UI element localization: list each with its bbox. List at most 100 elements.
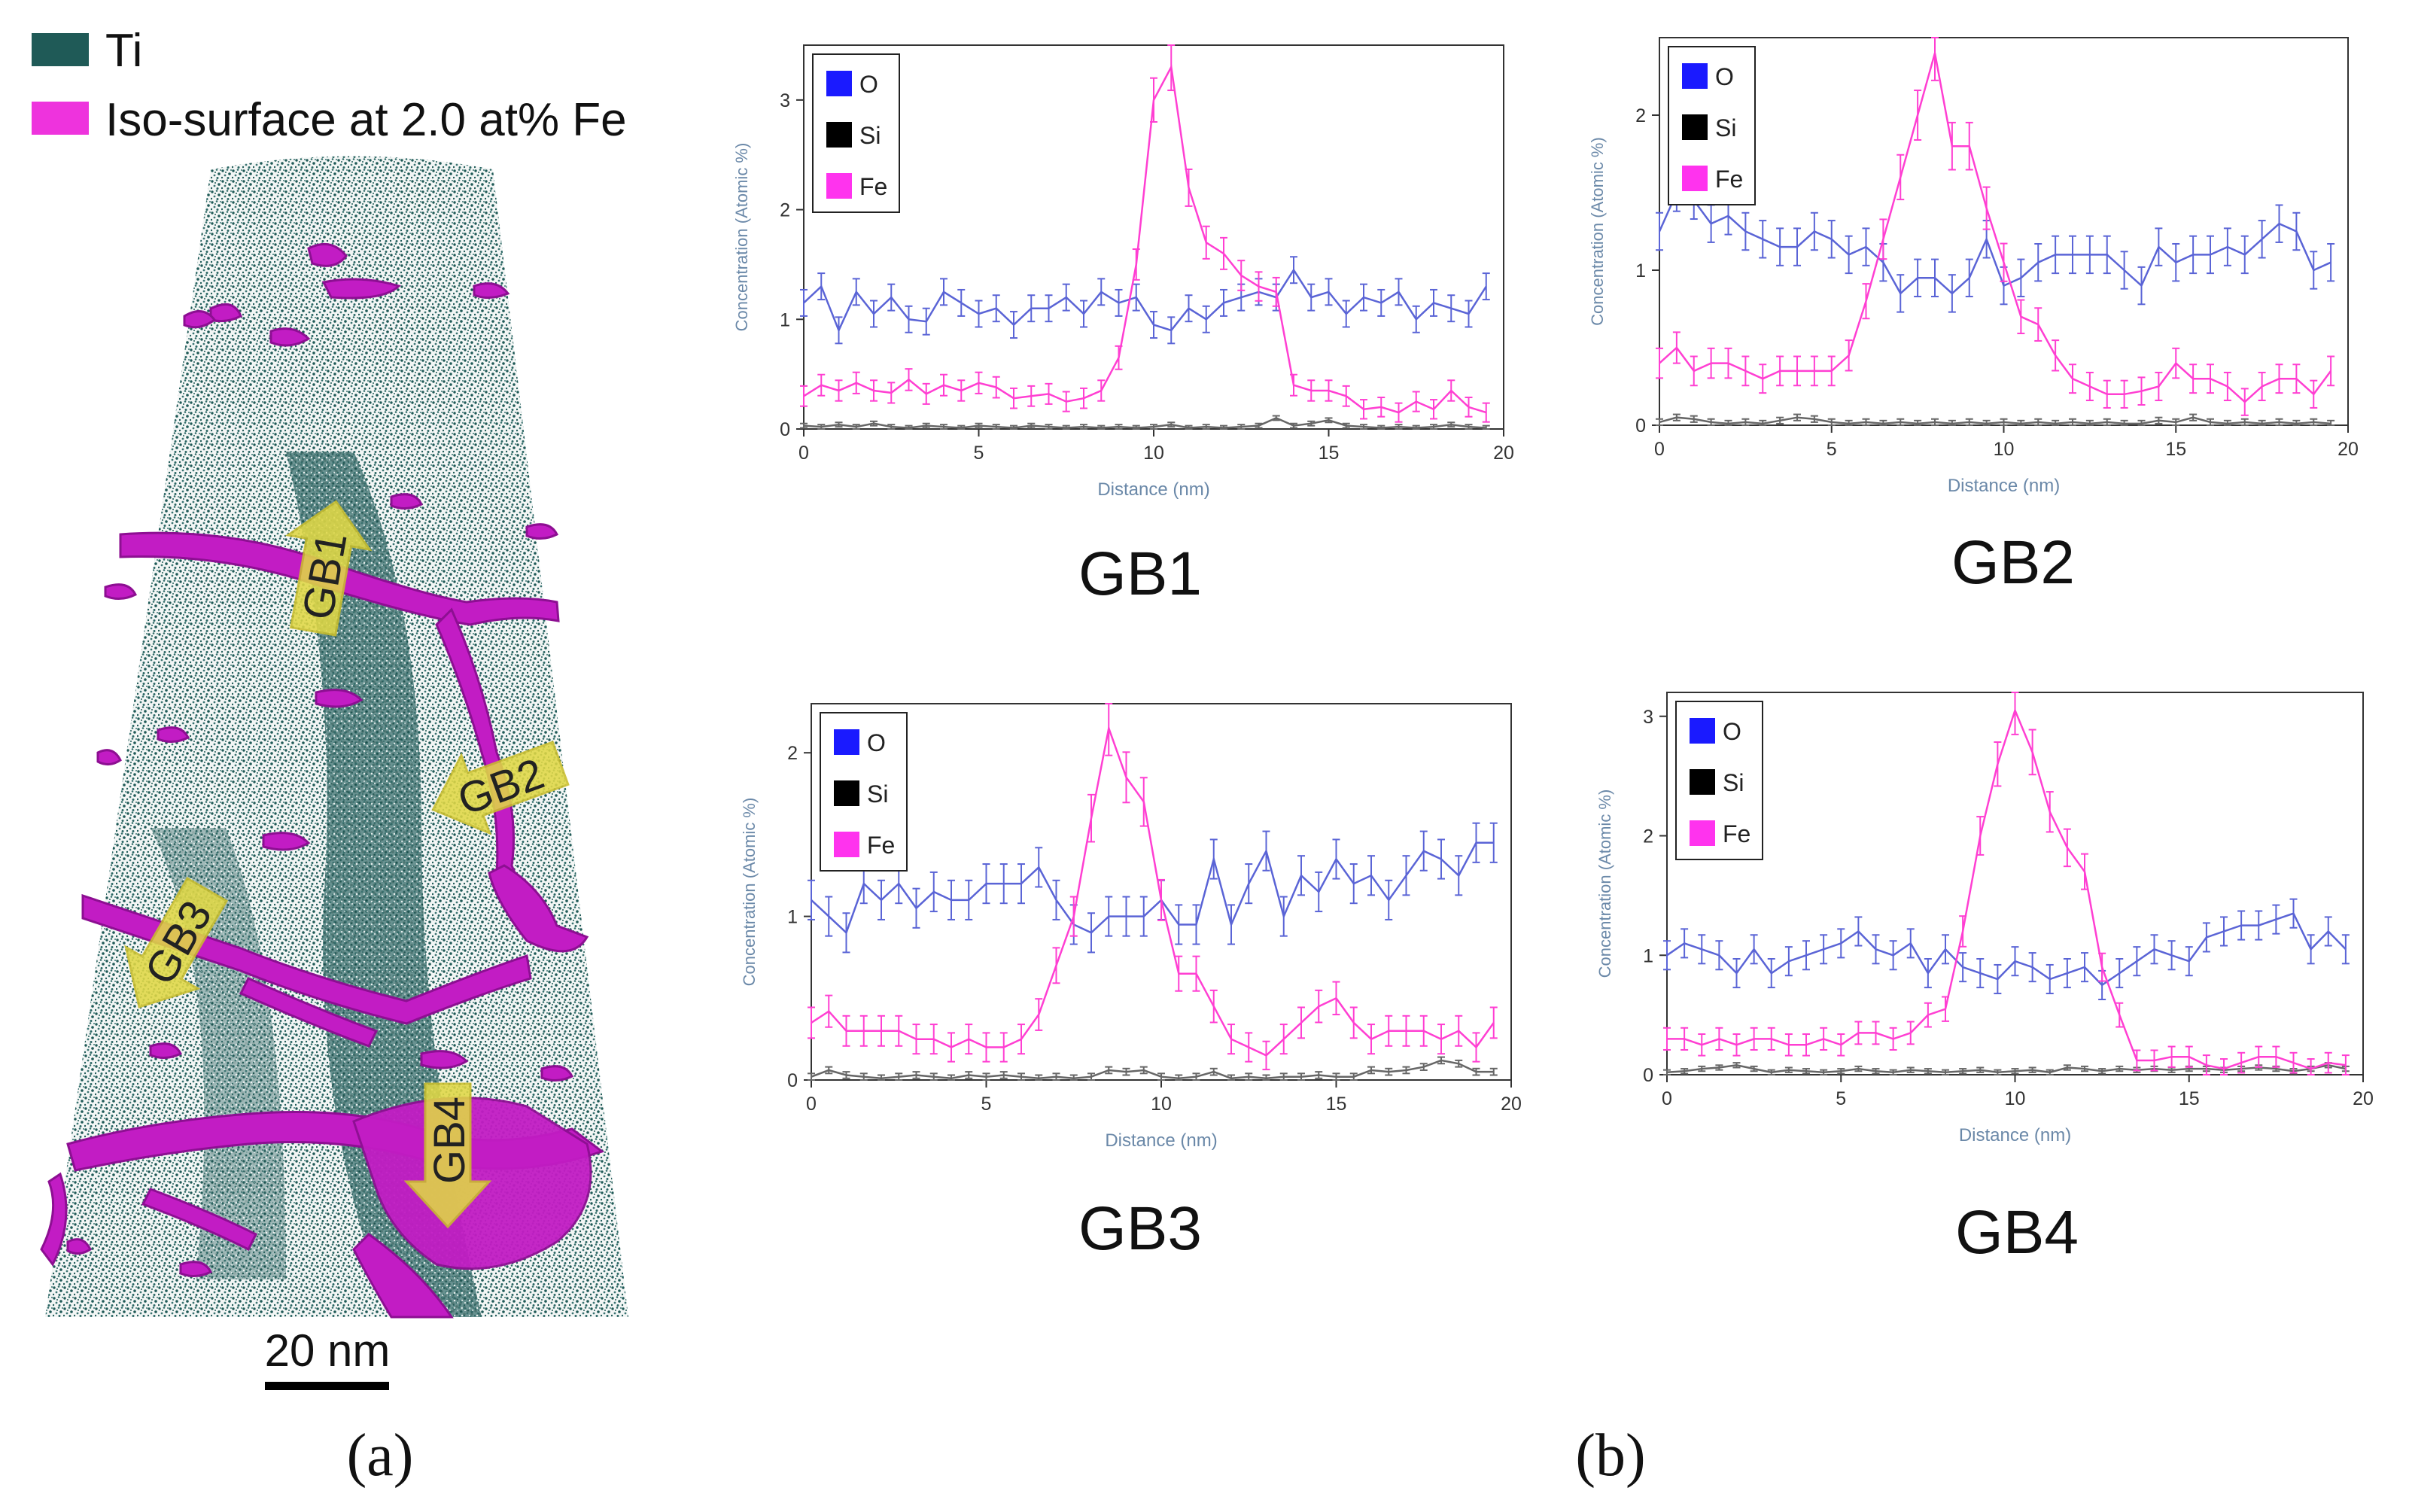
error-bar-o [1342, 300, 1350, 328]
error-bar-o [1948, 274, 1956, 313]
error-bar-o [1482, 272, 1490, 301]
error-bar-si [1707, 418, 1715, 426]
error-bar-si [1896, 418, 1905, 426]
error-bar-si [895, 1072, 903, 1081]
error-bar-si [1982, 419, 1991, 426]
error-bar-fe [1209, 989, 1218, 1024]
y-axis-label: Concentration (Atomic %) [732, 143, 751, 332]
error-bar-fe [1482, 402, 1490, 423]
error-bar-o [2292, 211, 2301, 251]
error-bar-fe [1262, 1040, 1270, 1071]
error-bar-si [1776, 416, 1784, 424]
error-bar-si [1192, 1072, 1200, 1081]
error-bar-si [1202, 424, 1210, 430]
error-bar-si [1167, 421, 1176, 428]
error-bar-o [2063, 958, 2071, 989]
chart-title: GB3 [1078, 1194, 1202, 1263]
ti-dense-region-2 [151, 828, 286, 1279]
error-bar-fe [1663, 1027, 1671, 1051]
error-bar-o [1906, 928, 1915, 959]
error-bar-o [1185, 294, 1193, 323]
error-bar-o [1332, 838, 1340, 880]
error-bar-si [1994, 1069, 2002, 1075]
error-bar-o [1385, 879, 1393, 920]
error-bar-o [2046, 963, 2054, 995]
error-bar-o [905, 305, 913, 333]
error-bar-o [2258, 220, 2266, 259]
error-bar-fe [1759, 364, 1767, 394]
error-bar-si [2081, 1065, 2088, 1072]
error-bar-o [1097, 278, 1106, 306]
error-bar-si [1879, 419, 1887, 426]
error-bar-si [1122, 1067, 1130, 1076]
error-bar-si [2155, 416, 2163, 424]
x-tick-label: 10 [1151, 1094, 1172, 1115]
error-bar-fe [1342, 385, 1350, 407]
error-bar-fe [1959, 915, 1967, 948]
series-line-si [811, 1059, 1494, 1080]
error-bar-si [947, 1074, 955, 1081]
error-bar-o [1810, 211, 1818, 251]
error-bar-fe [1122, 751, 1130, 804]
y-tick-label: 1 [780, 309, 790, 330]
error-bar-fe [2150, 1049, 2158, 1072]
error-bar-si [1724, 419, 1732, 426]
series-line-o [811, 841, 1494, 935]
error-bar-o [1139, 896, 1148, 937]
error-bar-si [1931, 418, 1939, 426]
error-bar-si [1237, 424, 1246, 430]
fe-legend-swatch [32, 102, 89, 135]
error-bar-fe [2085, 371, 2094, 402]
error-bar-si [2327, 419, 2335, 426]
error-bar-fe [2237, 1051, 2246, 1074]
error-bar-si [1080, 424, 1087, 430]
error-bar-si [1793, 413, 1801, 421]
error-bar-fe [859, 1015, 868, 1047]
error-bar-fe [2275, 364, 2283, 394]
error-bar-fe [1715, 1027, 1723, 1051]
series-line-o [803, 268, 1487, 333]
error-bar-fe [2341, 1054, 2350, 1075]
error-bar-si [1715, 1064, 1723, 1071]
error-bar-si [1349, 1072, 1358, 1081]
scale-bar-label: 20 nm [265, 1325, 391, 1376]
error-bar-fe [1325, 379, 1333, 402]
error-bar-si [842, 1071, 850, 1079]
error-bar-si [992, 424, 1000, 430]
error-bar-si [929, 1072, 938, 1081]
error-bar-fe [2172, 347, 2180, 379]
error-bar-si [870, 420, 878, 427]
error-bar-fe [2115, 1002, 2124, 1028]
error-bar-fe [817, 373, 826, 397]
error-bar-si [1948, 419, 1956, 426]
error-bar-si [852, 424, 860, 430]
chart-gb2: 0 5 10 15 20 0 1 2 Distance (nm) Concentration (A… [1588, 37, 2359, 597]
y-axis-label: Concentration (Atomic %) [740, 798, 759, 987]
x-tick-label: 5 [974, 443, 984, 464]
series-line-si [1659, 416, 2331, 425]
error-bar-fe [1185, 168, 1193, 207]
error-bar-o [2289, 898, 2298, 929]
error-bar-si [1377, 424, 1385, 430]
error-bar-fe [852, 371, 860, 394]
error-bar-si [1150, 424, 1157, 430]
error-bar-o [1279, 896, 1288, 937]
error-bar-fe [1367, 1024, 1375, 1055]
error-bar-fe [1914, 90, 1922, 141]
error-bar-fe [1175, 955, 1183, 992]
error-bar-fe [1245, 1032, 1253, 1063]
scale-bar: 20 nm [265, 1325, 391, 1390]
error-bar-si [887, 424, 896, 430]
error-bar-o [835, 316, 843, 345]
error-bar-si [1297, 1072, 1305, 1081]
error-bar-si [1017, 1072, 1025, 1081]
error-bar-fe [1965, 121, 1973, 171]
error-bar-o [2237, 910, 2246, 941]
error-bar-si [1402, 1066, 1410, 1075]
error-bar-si [1827, 418, 1836, 426]
error-bar-o [1465, 300, 1473, 328]
error-bar-o [1776, 227, 1784, 266]
error-bar-fe [1976, 816, 1985, 856]
error-bar-si [2207, 418, 2214, 426]
error-bar-o [1437, 838, 1445, 880]
